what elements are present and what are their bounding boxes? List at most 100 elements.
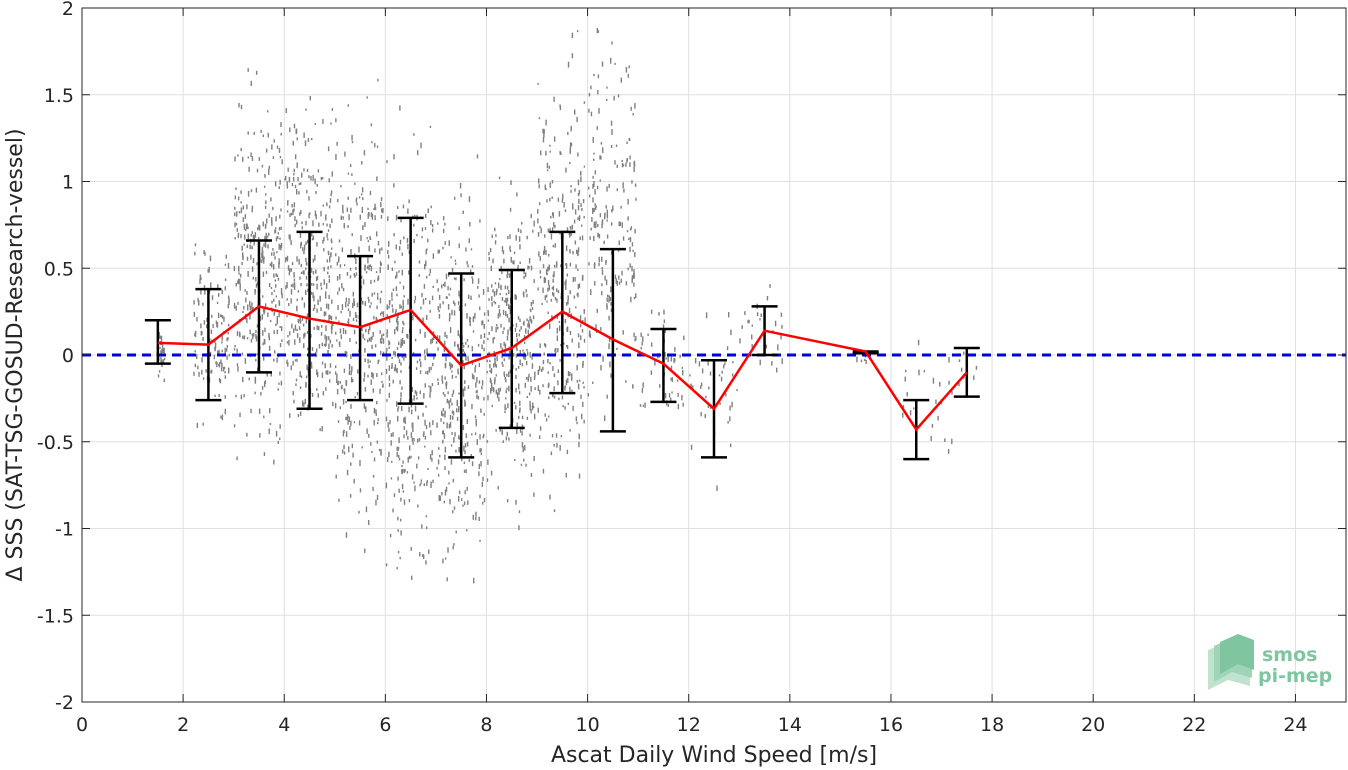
scatter-point xyxy=(516,428,518,434)
scatter-point xyxy=(401,465,403,468)
scatter-point xyxy=(442,392,445,395)
scatter-point xyxy=(350,376,353,383)
scatter-point xyxy=(387,250,389,255)
scatter-point xyxy=(369,237,372,241)
scatter-point xyxy=(465,354,467,361)
scatter-point xyxy=(571,373,573,380)
scatter-point xyxy=(301,400,304,407)
scatter-point xyxy=(602,147,604,153)
scatter-point xyxy=(407,208,409,215)
scatter-point xyxy=(424,445,426,448)
scatter-point xyxy=(225,348,228,352)
scatter-point xyxy=(583,215,585,219)
scatter-point xyxy=(365,407,367,413)
scatter-point xyxy=(571,32,574,39)
scatter-point xyxy=(474,432,477,436)
scatter-point xyxy=(476,389,478,394)
scatter-point xyxy=(512,260,514,265)
scatter-point xyxy=(628,137,630,141)
scatter-point xyxy=(328,205,331,209)
scatter-point xyxy=(502,309,505,315)
scatter-point xyxy=(556,298,558,303)
scatter-point xyxy=(238,265,240,272)
scatter-point xyxy=(518,525,520,531)
scatter-point xyxy=(300,210,302,214)
scatter-point xyxy=(700,382,703,387)
scatter-point xyxy=(378,448,381,452)
scatter-point xyxy=(546,199,548,203)
scatter-point xyxy=(496,324,498,327)
scatter-point xyxy=(400,219,402,223)
scatter-point xyxy=(368,264,370,271)
scatter-point xyxy=(569,371,571,377)
scatter-point xyxy=(297,413,300,417)
scatter-point xyxy=(363,377,365,382)
scatter-point xyxy=(451,410,454,414)
scatter-point xyxy=(250,254,252,260)
scatter-point xyxy=(424,332,426,338)
scatter-point xyxy=(227,295,230,299)
scatter-point xyxy=(635,197,637,201)
scatter-point xyxy=(395,401,398,407)
scatter-point xyxy=(253,332,255,337)
scatter-point xyxy=(665,357,667,360)
scatter-point xyxy=(744,311,746,315)
scatter-point xyxy=(339,406,342,410)
scatter-point xyxy=(280,122,282,128)
scatter-point xyxy=(408,270,410,275)
scatter-point xyxy=(863,358,866,361)
scatter-point xyxy=(359,214,361,220)
scatter-point xyxy=(621,159,623,163)
scatter-point xyxy=(463,445,465,452)
scatter-point xyxy=(305,257,307,263)
scatter-point xyxy=(556,442,558,448)
scatter-point xyxy=(268,335,270,341)
scatter-point xyxy=(500,286,502,289)
scatter-point xyxy=(475,420,477,427)
scatter-point xyxy=(376,421,379,425)
scatter-point xyxy=(334,402,337,409)
scatter-point xyxy=(517,316,520,320)
scatter-point xyxy=(376,231,378,237)
scatter-point xyxy=(239,283,241,289)
scatter-point xyxy=(568,307,571,314)
scatter-point xyxy=(286,341,289,344)
scatter-point xyxy=(416,397,418,400)
scatter-point xyxy=(400,397,402,401)
scatter-point xyxy=(529,352,531,358)
scatter-point xyxy=(210,369,213,374)
scatter-point xyxy=(582,274,584,281)
scatter-point xyxy=(234,222,236,228)
scatter-point xyxy=(601,220,604,225)
scatter-point xyxy=(462,388,465,392)
scatter-point xyxy=(728,312,730,318)
scatter-point xyxy=(374,203,376,209)
scatter-point xyxy=(375,499,377,506)
scatter-point xyxy=(537,287,539,291)
scatter-point xyxy=(336,261,339,266)
scatter-point xyxy=(449,312,451,319)
scatter-point xyxy=(627,73,630,78)
scatter-point xyxy=(567,61,570,68)
scatter-point xyxy=(306,364,308,371)
scatter-point xyxy=(323,266,325,272)
scatter-point xyxy=(440,418,442,422)
scatter-point xyxy=(271,300,273,304)
scatter-point xyxy=(769,284,771,288)
scatter-point xyxy=(228,353,230,357)
scatter-point xyxy=(682,402,684,407)
scatter-point xyxy=(252,234,255,240)
scatter-point xyxy=(441,430,444,435)
scatter-point xyxy=(459,348,461,353)
scatter-point xyxy=(222,366,225,372)
scatter-point xyxy=(300,241,303,246)
scatter-point xyxy=(523,275,525,280)
scatter-point xyxy=(476,377,478,383)
scatter-point xyxy=(372,486,374,491)
scatter-point xyxy=(391,363,393,369)
scatter-point xyxy=(513,352,515,357)
scatter-point xyxy=(366,265,369,270)
scatter-point xyxy=(386,457,389,463)
scatter-point xyxy=(311,283,313,286)
scatter-point xyxy=(519,329,521,332)
